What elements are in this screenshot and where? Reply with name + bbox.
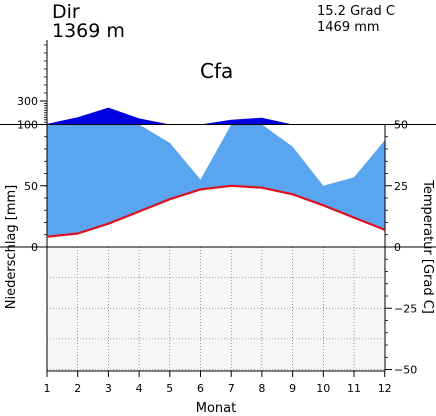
temperature-line xyxy=(46,184,386,238)
x-tick-label: 7 xyxy=(228,382,235,395)
x-tick-label: 2 xyxy=(74,382,81,395)
right-tick-label: 0 xyxy=(394,241,401,254)
x-tick-label: 3 xyxy=(105,382,112,395)
x-tick-label: 6 xyxy=(197,382,204,395)
humid-area xyxy=(47,124,385,237)
right-tick-label: 25 xyxy=(394,180,408,193)
right-tick-label: −50 xyxy=(394,364,417,377)
lower-panel xyxy=(47,247,385,371)
left-tick-label: 100 xyxy=(17,119,38,132)
station-name: Dir xyxy=(52,1,80,23)
x-tick-label: 11 xyxy=(347,382,361,395)
left-tick-label: 300 xyxy=(17,95,38,108)
x-axis-label: Monat xyxy=(196,401,236,416)
right-tick-label: −25 xyxy=(394,302,417,315)
right-axis-label: Temperatur [Grad C] xyxy=(420,179,435,314)
station-elevation: 1369 m xyxy=(52,20,125,42)
right-tick-label: 50 xyxy=(394,119,408,132)
left-tick-label: 50 xyxy=(24,180,38,193)
x-tick-label: 10 xyxy=(316,382,330,395)
mean-temperature: 15.2 Grad C xyxy=(317,4,395,19)
x-tick-label: 5 xyxy=(166,382,173,395)
x-tick-label: 8 xyxy=(258,382,265,395)
x-tick-label: 4 xyxy=(136,382,143,395)
perhumid-area xyxy=(47,107,385,125)
left-axis-label: Niederschlag [mm] xyxy=(4,185,19,310)
x-tick-label: 1 xyxy=(44,382,51,395)
climate-class: Cfa xyxy=(200,59,234,83)
left-tick-label: 0 xyxy=(31,241,38,254)
annual-precipitation: 1469 mm xyxy=(317,20,380,35)
x-tick-label: 9 xyxy=(289,382,296,395)
x-tick-label: 12 xyxy=(378,382,392,395)
